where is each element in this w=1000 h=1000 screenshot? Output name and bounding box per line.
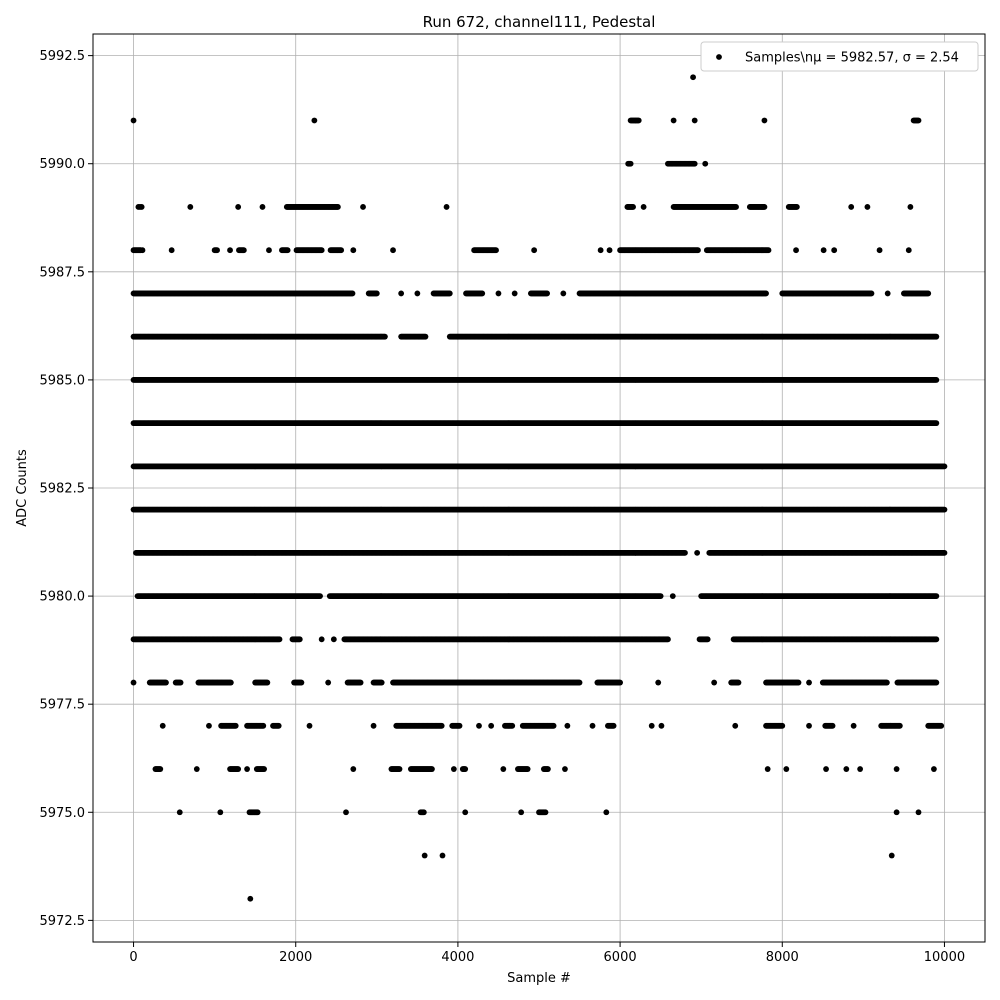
data-point xyxy=(933,333,940,340)
data-point xyxy=(334,204,341,210)
data-point xyxy=(848,204,855,210)
data-point xyxy=(235,204,242,210)
data-point xyxy=(733,204,739,210)
data-point xyxy=(606,247,613,254)
data-point xyxy=(627,160,634,167)
data-point xyxy=(765,247,772,254)
data-point xyxy=(864,204,871,210)
data-point xyxy=(311,117,318,124)
data-point xyxy=(695,247,701,254)
data-point xyxy=(763,290,769,297)
data-point xyxy=(560,290,567,297)
data-point xyxy=(414,290,421,297)
data-point xyxy=(905,247,912,254)
data-point xyxy=(831,247,838,254)
data-point xyxy=(670,117,677,124)
data-point xyxy=(138,204,145,210)
data-point xyxy=(690,74,696,81)
data-point xyxy=(544,290,551,297)
data-point xyxy=(925,290,932,297)
data-point xyxy=(511,290,518,297)
data-point xyxy=(350,247,357,254)
data-point xyxy=(398,290,405,297)
data-point xyxy=(446,290,453,297)
data-point xyxy=(640,204,647,210)
data-point xyxy=(531,247,538,254)
data-point xyxy=(933,377,940,383)
data-point xyxy=(338,247,345,254)
data-point xyxy=(349,290,356,297)
data-point xyxy=(373,290,380,297)
data-point xyxy=(187,204,194,210)
data-points xyxy=(130,74,948,902)
data-point xyxy=(597,247,604,254)
data-point xyxy=(761,117,768,124)
data-point xyxy=(933,420,940,427)
data-point xyxy=(691,160,698,167)
data-point xyxy=(284,247,291,254)
data-point xyxy=(443,204,450,210)
data-point xyxy=(240,247,247,254)
data-point xyxy=(915,117,922,124)
data-point xyxy=(793,204,800,210)
data-point xyxy=(691,117,698,124)
data-point xyxy=(793,247,799,254)
data-point xyxy=(761,204,768,210)
data-point xyxy=(318,247,325,254)
data-point xyxy=(630,204,636,210)
data-point xyxy=(479,290,486,297)
data-point xyxy=(820,247,827,254)
data-point xyxy=(382,333,388,340)
data-point xyxy=(139,247,146,254)
data-point xyxy=(422,333,429,340)
data-point xyxy=(227,247,233,254)
data-point xyxy=(702,160,709,167)
data-point xyxy=(907,204,914,210)
data-point xyxy=(493,247,499,254)
data-point xyxy=(868,290,875,297)
data-point xyxy=(635,117,642,124)
data-point xyxy=(495,290,502,297)
data-point xyxy=(390,247,396,254)
data-point xyxy=(130,117,137,124)
data-point xyxy=(168,247,175,254)
data-point xyxy=(360,204,366,210)
data-point xyxy=(266,247,272,254)
data-point xyxy=(876,247,883,254)
data-point xyxy=(884,290,891,297)
data-point xyxy=(214,247,220,254)
data-point xyxy=(259,204,266,210)
